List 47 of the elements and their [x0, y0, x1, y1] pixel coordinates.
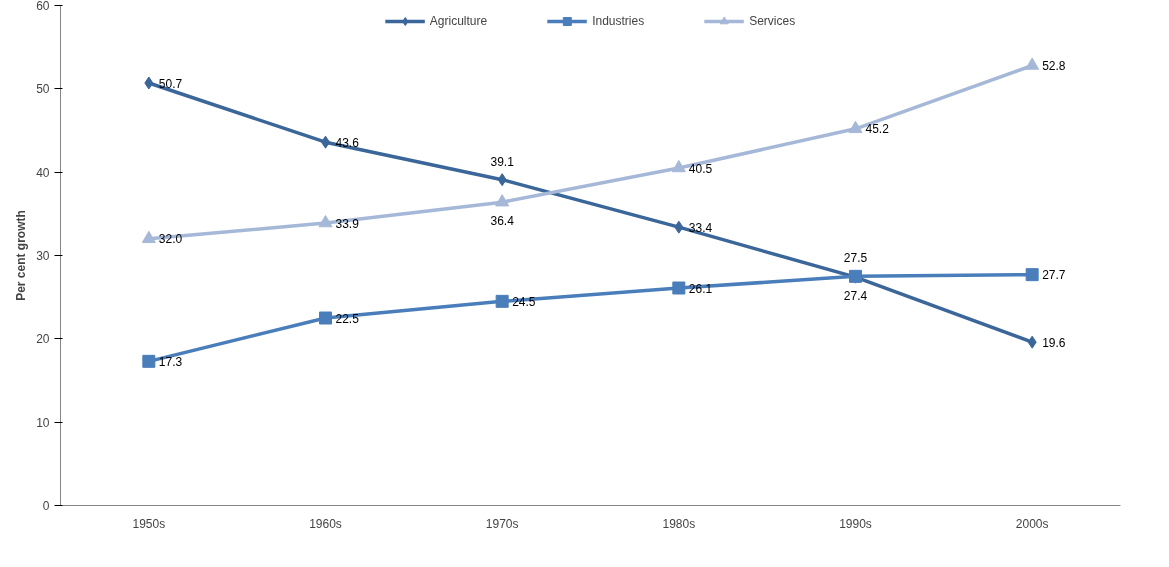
data-label: 19.6: [1042, 335, 1066, 350]
data-label: 45.2: [865, 122, 890, 137]
point: [672, 281, 686, 295]
legend-label: Services: [749, 14, 796, 28]
point: [1027, 335, 1037, 349]
data-label: 33.9: [335, 216, 360, 231]
legend-label: Industries: [592, 14, 645, 28]
point: [1025, 268, 1039, 282]
x-tick-label: 1970s: [485, 516, 519, 531]
y-tick-label: 30: [36, 249, 50, 263]
legend-label: Agriculture: [429, 14, 488, 28]
data-label: 27.7: [1042, 268, 1066, 283]
x-tick-label: 1960s: [309, 516, 342, 531]
point: [674, 220, 684, 234]
point: [671, 159, 686, 173]
data-label: 33.4: [688, 220, 713, 235]
data-label: 39.1: [490, 154, 515, 169]
data-label: 17.3: [158, 354, 183, 369]
y-tick-label: 50: [36, 82, 50, 97]
point: [142, 354, 156, 368]
x-tick-label: 2000s: [1015, 516, 1049, 531]
point: [848, 120, 863, 134]
x-tick-label: 1980s: [662, 516, 696, 531]
y-tick-label: 10: [36, 415, 50, 430]
data-label: 40.5: [688, 161, 713, 176]
data-label: 27.4: [843, 289, 868, 304]
data-label: 27.5: [843, 251, 868, 266]
y-tick-label: 60: [36, 0, 50, 13]
point: [141, 230, 156, 244]
point: [319, 311, 332, 325]
y-tick-label: 20: [36, 332, 50, 347]
data-label: 36.4: [490, 214, 515, 229]
x-tick-label: 1990s: [839, 516, 872, 531]
y-tick-label: 40: [36, 165, 50, 180]
point: [495, 294, 509, 308]
point: [495, 194, 510, 207]
x-tick-label: 1950s: [132, 516, 166, 531]
data-label: 32.0: [158, 232, 183, 247]
y-axis-title: Per cent growth: [14, 210, 29, 301]
data-label: 52.8: [1042, 59, 1066, 73]
data-label: 43.6: [335, 135, 360, 150]
data-label: 50.7: [158, 76, 183, 91]
point: [497, 173, 507, 187]
point: [1025, 57, 1040, 70]
point: [144, 76, 154, 90]
point: [318, 214, 333, 228]
y-tick-label: 0: [42, 499, 50, 513]
